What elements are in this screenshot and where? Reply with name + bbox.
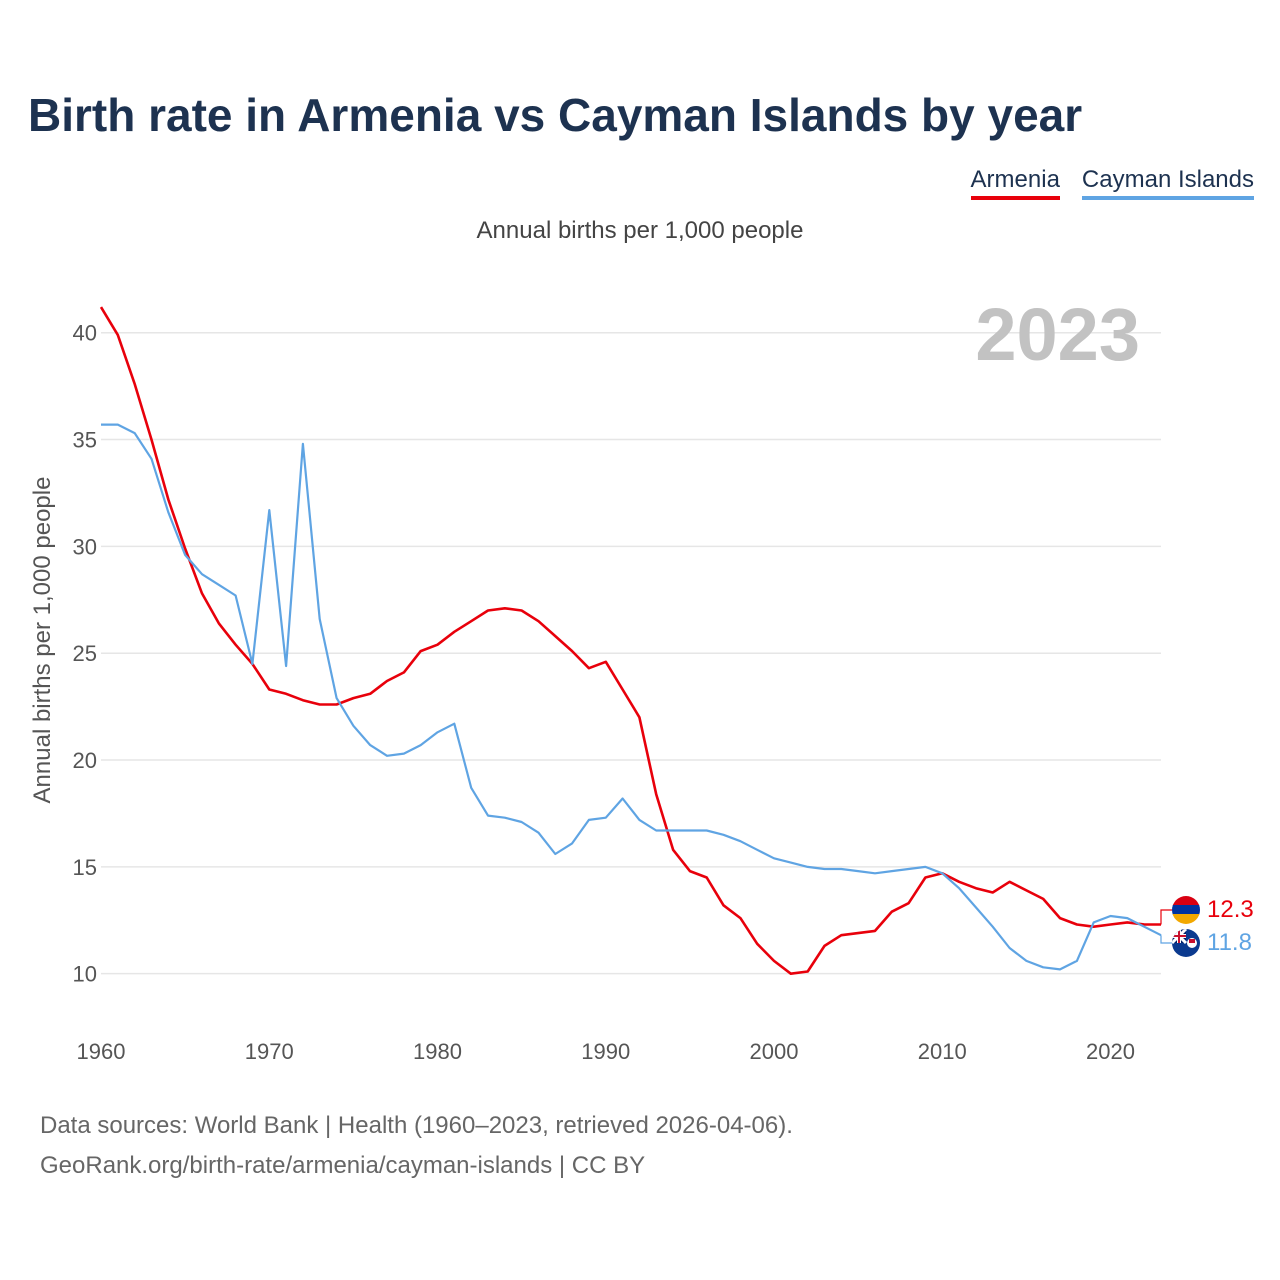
y-tick-label: 40 [73, 321, 97, 346]
y-axis-ticks: 10 15 20 25 30 35 40 [73, 321, 97, 987]
y-tick-label: 25 [73, 641, 97, 666]
connector-cayman-islands [1160, 935, 1172, 944]
legend-item-cayman-islands[interactable]: Cayman Islands [1081, 166, 1254, 200]
year-watermark: 2023 [975, 293, 1140, 376]
chart-title: Birth rate in Armenia vs Cayman Islands … [28, 89, 1083, 141]
chart-subtitle: Annual births per 1,000 people [476, 217, 804, 244]
y-tick-label: 10 [73, 962, 97, 987]
grid [101, 331, 1161, 975]
series-lines [99, 306, 1162, 975]
legend: Armenia Cayman Islands [970, 166, 1254, 200]
series-points [100, 306, 1162, 975]
series-line-armenia[interactable] [99, 306, 1161, 975]
legend-item-armenia[interactable]: Armenia [970, 166, 1060, 200]
connector-armenia [1160, 909, 1172, 925]
x-tick-label: 1960 [77, 1039, 126, 1064]
end-label-connectors [1160, 909, 1172, 944]
y-tick-label: 30 [73, 534, 97, 559]
source-line-1: Data sources: World Bank | Health (1960–… [40, 1112, 793, 1139]
cayman-islands-flag-icon [1172, 929, 1200, 957]
source-line-2[interactable]: GeoRank.org/birth-rate/armenia/cayman-is… [40, 1152, 646, 1179]
x-tick-label: 1970 [245, 1039, 294, 1064]
y-axis-label: Annual births per 1,000 people [29, 477, 56, 804]
y-tick-label: 20 [73, 748, 97, 773]
x-tick-label: 2000 [750, 1039, 799, 1064]
x-tick-label: 1980 [413, 1039, 462, 1064]
x-tick-label: 2020 [1086, 1039, 1135, 1064]
y-tick-label: 35 [73, 428, 97, 453]
x-axis-ticks: 1960 1970 1980 1990 2000 2010 2020 [77, 1039, 1135, 1064]
end-value-cayman-islands: 11.8 [1207, 929, 1252, 956]
x-tick-label: 1990 [581, 1039, 630, 1064]
line-chart: 2023 Annual births per 1,000 people 10 15… [29, 293, 1254, 1064]
series-line-cayman-islands[interactable] [101, 423, 1162, 971]
source-note: Data sources: World Bank | Health (1960–… [40, 1106, 793, 1186]
y-tick-label: 15 [73, 855, 97, 880]
end-value-armenia: 12.3 [1207, 896, 1254, 923]
x-tick-label: 2010 [918, 1039, 967, 1064]
armenia-flag-icon [1172, 896, 1200, 924]
